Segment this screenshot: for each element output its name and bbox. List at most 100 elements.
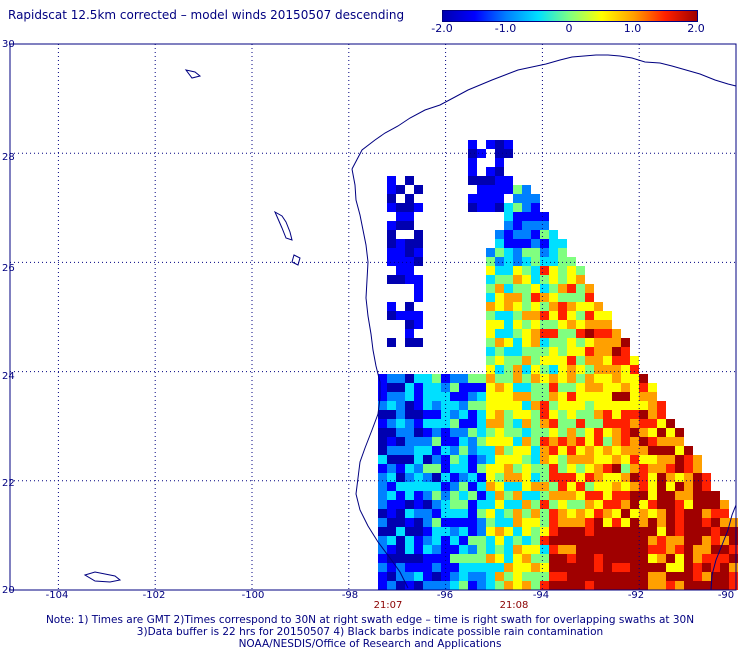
swath-cell	[549, 581, 558, 590]
swath-cell	[513, 419, 522, 428]
swath-cell	[540, 239, 549, 248]
swath-cell	[621, 518, 630, 527]
swath-cell	[540, 410, 549, 419]
swath-cell	[468, 194, 477, 203]
swath-cell	[459, 491, 468, 500]
swath-cell	[675, 464, 684, 473]
swath-cell	[576, 374, 585, 383]
swath-cell	[585, 500, 594, 509]
swath-cell	[387, 230, 396, 239]
swath-cell	[693, 464, 702, 473]
swath-cell	[423, 383, 432, 392]
swath-cell	[387, 194, 396, 203]
swath-cell	[432, 482, 441, 491]
swath-cell	[486, 401, 495, 410]
swath-cell	[666, 446, 675, 455]
swath-cell	[477, 185, 486, 194]
swath-cell	[486, 545, 495, 554]
swath-cell	[594, 329, 603, 338]
swath-cell	[396, 410, 405, 419]
swath-cell	[684, 464, 693, 473]
swath-cell	[585, 473, 594, 482]
swath-cell	[594, 473, 603, 482]
swath-cell	[522, 203, 531, 212]
swath-cell	[549, 491, 558, 500]
swath-cell	[603, 581, 612, 590]
swath-cell	[612, 464, 621, 473]
swath-cell	[405, 419, 414, 428]
swath-cell	[612, 509, 621, 518]
swath-cell	[594, 338, 603, 347]
swath-cell	[432, 536, 441, 545]
swath-cell	[414, 248, 423, 257]
swath-cell	[414, 464, 423, 473]
swath-cell	[594, 518, 603, 527]
swath-cell	[459, 455, 468, 464]
swath-cell	[585, 356, 594, 365]
swath-cell	[513, 284, 522, 293]
swath-cell	[396, 392, 405, 401]
swath-cell	[657, 491, 666, 500]
swath-cell	[639, 464, 648, 473]
swath-cell	[531, 383, 540, 392]
swath-cell	[477, 203, 486, 212]
swath-cell	[549, 293, 558, 302]
swath-cell	[513, 365, 522, 374]
swath-cell	[531, 509, 540, 518]
swath-cell	[594, 563, 603, 572]
swath-cell	[387, 518, 396, 527]
swath-cell	[576, 464, 585, 473]
swath-cell	[711, 563, 720, 572]
swath-cell	[504, 248, 513, 257]
swath-cell	[666, 437, 675, 446]
swath-cell	[504, 176, 513, 185]
swath-cell	[720, 572, 729, 581]
swath-cell	[630, 500, 639, 509]
swath-cell	[378, 554, 387, 563]
swath-cell	[504, 329, 513, 338]
swath-cell	[558, 491, 567, 500]
swath-cell	[396, 500, 405, 509]
swath-cell	[639, 554, 648, 563]
swath-cell	[531, 581, 540, 590]
swath-cell	[432, 464, 441, 473]
swath-cell	[504, 239, 513, 248]
swath-cell	[693, 527, 702, 536]
swath-cell	[387, 374, 396, 383]
lon-tick-label: -98	[341, 590, 359, 601]
swath-cell	[666, 545, 675, 554]
swath-cell	[666, 518, 675, 527]
swath-cell	[522, 437, 531, 446]
swath-cell	[567, 419, 576, 428]
swath-cell	[594, 545, 603, 554]
swath-cell	[567, 293, 576, 302]
swath-cell	[711, 536, 720, 545]
swath-cell	[495, 239, 504, 248]
swath-cell	[531, 401, 540, 410]
lon-tick-label: -104	[45, 590, 69, 601]
swath-cell	[468, 572, 477, 581]
swath-cell	[675, 437, 684, 446]
swath-cell	[387, 176, 396, 185]
swath-cell	[495, 329, 504, 338]
swath-cell	[621, 464, 630, 473]
swath-cell	[585, 437, 594, 446]
swath-cell	[396, 257, 405, 266]
swath-cell	[495, 545, 504, 554]
swath-cell	[441, 437, 450, 446]
swath-cell	[513, 302, 522, 311]
swath-cell	[513, 374, 522, 383]
swath-cell	[639, 563, 648, 572]
swath-cell	[711, 509, 720, 518]
swath-cell	[495, 320, 504, 329]
swath-cell	[567, 356, 576, 365]
swath-cell	[495, 536, 504, 545]
swath-cell	[495, 464, 504, 473]
swath-cell	[585, 374, 594, 383]
swath-cell	[522, 554, 531, 563]
swath-cell	[495, 455, 504, 464]
swath-cell	[414, 275, 423, 284]
swath-cell	[405, 239, 414, 248]
swath-cell	[567, 491, 576, 500]
swath-cell	[405, 248, 414, 257]
